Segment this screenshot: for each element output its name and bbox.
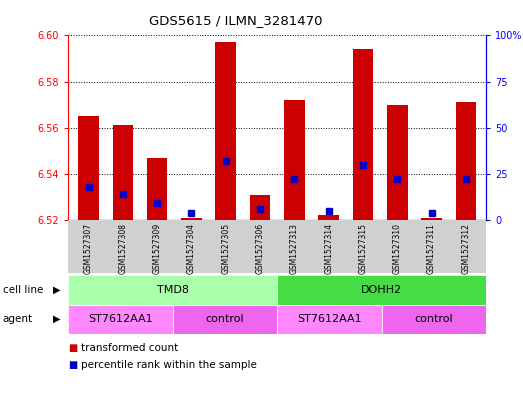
Text: ▶: ▶: [53, 314, 60, 324]
Text: ▶: ▶: [53, 285, 60, 295]
Bar: [421, 218, 442, 220]
Bar: [181, 218, 202, 220]
Bar: [215, 42, 236, 220]
Text: GSM1527313: GSM1527313: [290, 223, 299, 274]
Bar: [456, 102, 476, 220]
Bar: [319, 215, 339, 220]
Text: GSM1527308: GSM1527308: [118, 223, 128, 274]
Bar: [353, 49, 373, 220]
Text: DOHH2: DOHH2: [361, 285, 402, 295]
Bar: [68, 275, 277, 305]
Text: GSM1527315: GSM1527315: [358, 223, 368, 274]
Text: GSM1527314: GSM1527314: [324, 223, 333, 274]
Bar: [112, 125, 133, 220]
Text: GDS5615 / ILMN_3281470: GDS5615 / ILMN_3281470: [149, 14, 322, 27]
Text: ST7612AA1: ST7612AA1: [297, 314, 362, 324]
Bar: [173, 305, 277, 334]
Text: control: control: [415, 314, 453, 324]
Text: cell line: cell line: [3, 285, 43, 295]
Text: GSM1527309: GSM1527309: [153, 223, 162, 274]
Text: ■: ■: [68, 343, 77, 353]
Bar: [387, 105, 407, 220]
Text: agent: agent: [3, 314, 33, 324]
Bar: [277, 275, 486, 305]
Text: transformed count: transformed count: [81, 343, 178, 353]
Text: GSM1527312: GSM1527312: [461, 223, 470, 274]
Text: percentile rank within the sample: percentile rank within the sample: [81, 360, 257, 371]
Bar: [147, 158, 167, 220]
Text: TMD8: TMD8: [156, 285, 189, 295]
Text: GSM1527306: GSM1527306: [256, 223, 265, 274]
Bar: [382, 305, 486, 334]
Text: ST7612AA1: ST7612AA1: [88, 314, 153, 324]
Bar: [250, 195, 270, 220]
Text: ■: ■: [68, 360, 77, 371]
Bar: [284, 100, 304, 220]
Text: GSM1527311: GSM1527311: [427, 223, 436, 274]
Text: GSM1527305: GSM1527305: [221, 223, 230, 274]
Bar: [68, 305, 173, 334]
Bar: [78, 116, 99, 220]
Text: GSM1527307: GSM1527307: [84, 223, 93, 274]
Bar: [277, 305, 382, 334]
Text: control: control: [206, 314, 244, 324]
Text: GSM1527304: GSM1527304: [187, 223, 196, 274]
Text: GSM1527310: GSM1527310: [393, 223, 402, 274]
